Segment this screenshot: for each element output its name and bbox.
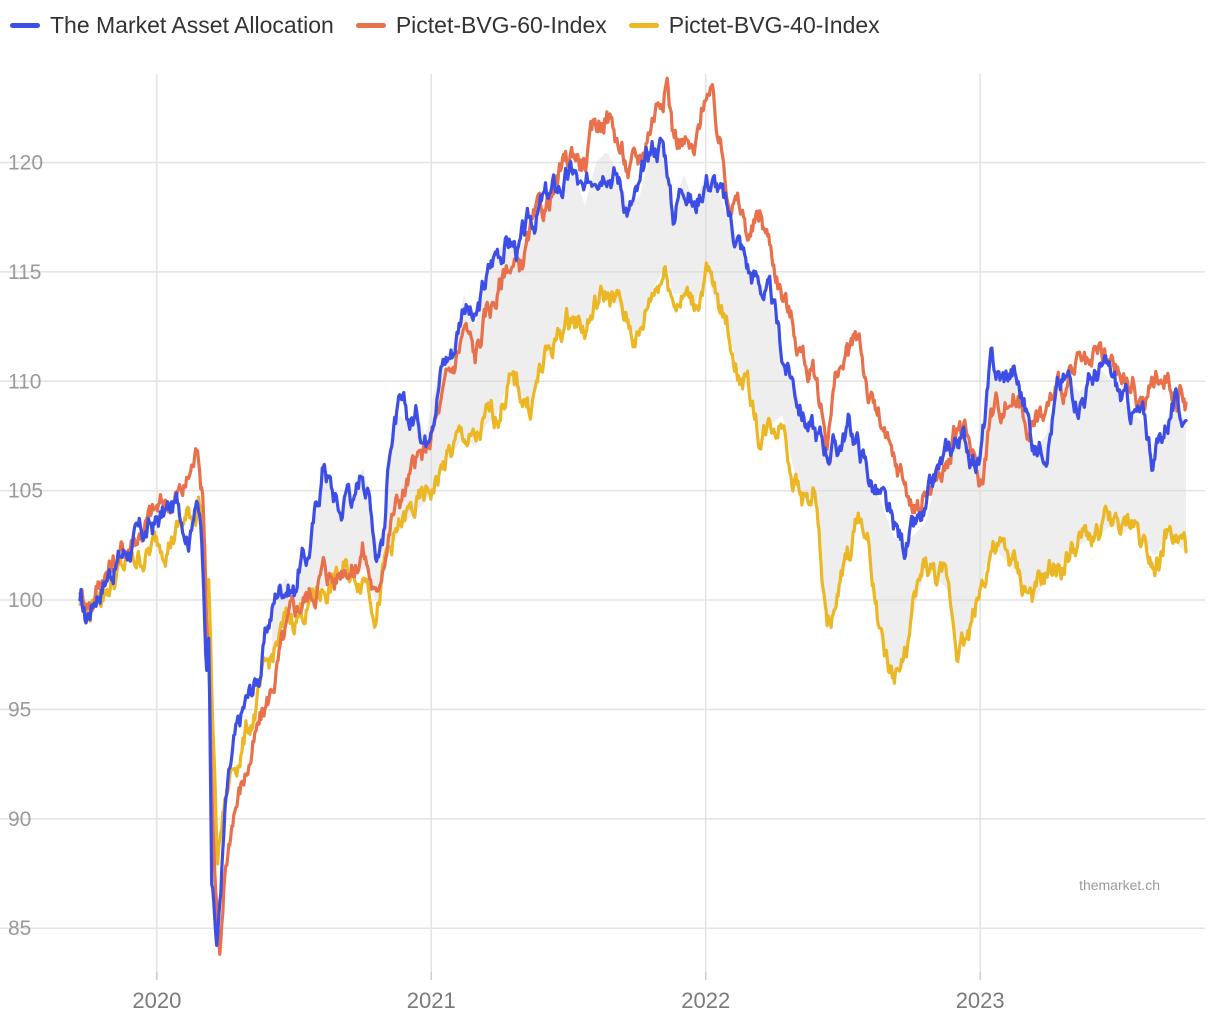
legend-swatch-asset-allocation — [10, 23, 40, 28]
x-tick-label: 2023 — [956, 988, 1005, 1013]
x-tick-label: 2020 — [132, 988, 181, 1013]
y-tick-label: 120 — [8, 151, 43, 174]
x-tick-label: 2021 — [407, 988, 456, 1013]
legend-swatch-bvg-60 — [355, 23, 386, 28]
credit-label: themarket.ch — [1079, 877, 1160, 893]
series-layer — [78, 76, 1188, 956]
y-tick-label: 105 — [8, 480, 43, 503]
legend-item-bvg-40[interactable]: Pictet-BVG-40-Index — [628, 12, 880, 39]
series-line-2[interactable] — [78, 261, 1188, 866]
legend-label-bvg-40: Pictet-BVG-40-Index — [668, 12, 880, 38]
legend-label-asset-allocation: The Market Asset Allocation — [50, 12, 334, 38]
y-tick-label: 115 — [8, 261, 41, 284]
legend-item-bvg-60[interactable]: Pictet-BVG-60-Index — [355, 12, 607, 39]
y-tick-label: 95 — [8, 698, 31, 721]
legend: The Market Asset Allocation Pictet-BVG-6… — [10, 12, 880, 39]
grid-layer — [0, 74, 1205, 972]
y-tick-label: 100 — [8, 589, 43, 612]
spread-band — [272, 141, 1187, 676]
legend-swatch-bvg-40 — [628, 23, 659, 28]
y-tick-label: 90 — [8, 808, 31, 831]
y-tick-label: 85 — [8, 917, 31, 940]
x-tick-label: 2022 — [681, 988, 730, 1013]
axis-layer: 85 90 95 100 105 110 115 120 2020 2021 2022 2023 — [8, 151, 1005, 1013]
series-line-1[interactable] — [78, 76, 1188, 956]
series-line-0[interactable] — [78, 136, 1188, 947]
legend-label-bvg-60: Pictet-BVG-60-Index — [395, 12, 607, 38]
legend-item-asset-allocation[interactable]: The Market Asset Allocation — [10, 12, 334, 39]
y-tick-label: 110 — [8, 370, 41, 393]
band-layer — [272, 141, 1187, 676]
